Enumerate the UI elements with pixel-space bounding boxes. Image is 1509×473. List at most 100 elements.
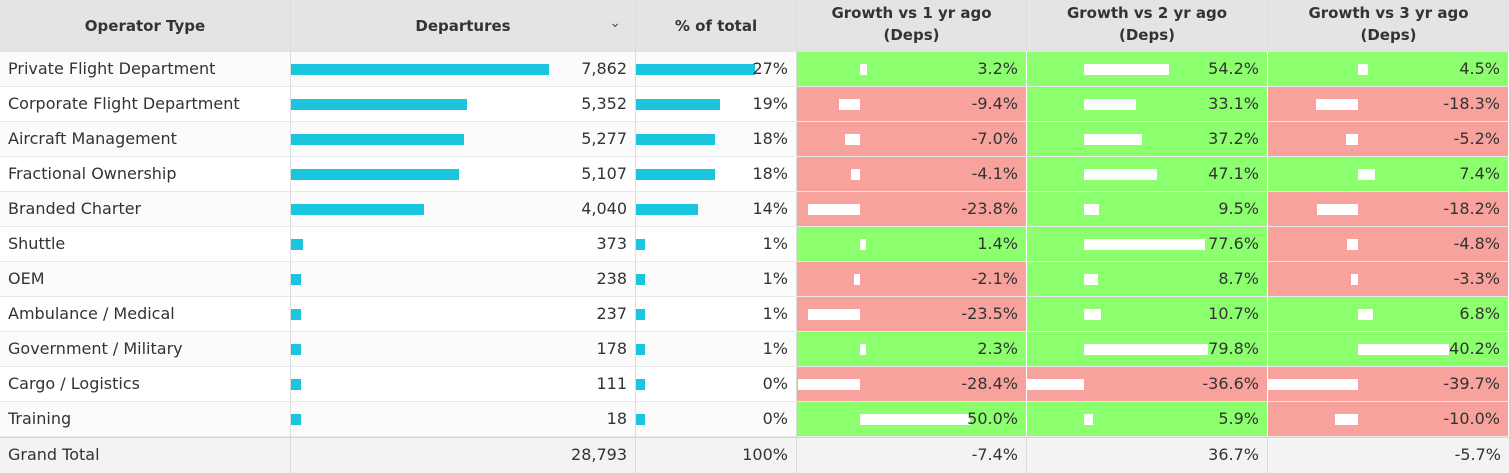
departures-bar [291,99,467,110]
growth-g2-value: 10.7% [1208,304,1259,323]
departures-value: 5,352 [581,94,627,113]
header-growth-3yr-sub: (Deps) [1360,26,1417,44]
growth-g1-bar [808,309,860,320]
growth-g2-bar [1084,239,1206,250]
table-row[interactable]: Shuttle 373 1% 1.4% 77.6% -4.8% [0,227,1509,262]
header-growth-3yr[interactable]: Growth vs 3 yr ago (Deps) [1268,0,1509,52]
pct-total-cell: 0% [636,367,797,401]
pct-total-bar [636,64,755,75]
table-row[interactable]: Corporate Flight Department 5,352 19% -9.4%… [0,87,1509,122]
growth-g3-bar [1316,204,1358,215]
table-row[interactable]: Branded Charter 4,040 14% -23.8% 9.5% -18.2% [0,192,1509,227]
header-departures[interactable]: Departures ⌄ [291,0,636,52]
departures-bar [291,64,549,75]
growth-g3-cell: 6.8% [1268,297,1509,331]
total-pct-cell: 100% [636,438,797,473]
operator-type-cell: Ambulance / Medical [0,297,291,331]
growth-g3-bar [1316,99,1358,110]
growth-g2-cell: 5.9% [1027,402,1268,436]
departures-value: 5,107 [581,164,627,183]
growth-g2-bar [1084,414,1094,425]
growth-g1-bar [860,414,970,425]
growth-g3-cell: -5.2% [1268,122,1509,156]
growth-g3-bar [1358,64,1369,75]
growth-g3-value: -18.2% [1443,199,1500,218]
header-operator-type-label: Operator Type [84,17,206,35]
growth-g2-bar [1084,134,1143,145]
header-pct-total[interactable]: % of total [636,0,797,52]
departures-bar [291,204,424,215]
pct-total-cell: 1% [636,227,797,261]
operator-type-cell: Branded Charter [0,192,291,226]
pct-total-bar [636,169,716,180]
table-row[interactable]: Fractional Ownership 5,107 18% -4.1% 47.1% 7.… [0,157,1509,192]
departures-cell: 18 [291,402,636,436]
pct-total-cell: 18% [636,122,797,156]
departures-cell: 7,862 [291,52,636,86]
table-row[interactable]: Aircraft Management 5,277 18% -7.0% 37.2% -5.… [0,122,1509,157]
growth-g1-value: 1.4% [977,234,1018,253]
growth-g2-bar [1026,379,1084,390]
header-operator-type[interactable]: Operator Type [0,0,291,52]
table-row[interactable]: Government / Military 178 1% 2.3% 79.8% 40.2% [0,332,1509,367]
pct-total-value: 18% [752,164,788,183]
growth-g3-cell: -10.0% [1268,402,1509,436]
table-row[interactable]: Private Flight Department 7,862 27% 3.2% 54.… [0,52,1509,87]
growth-g2-cell: 9.5% [1027,192,1268,226]
pct-total-bar [636,99,720,110]
departures-value: 373 [596,234,627,253]
growth-g1-value: -2.1% [971,269,1018,288]
growth-g3-value: 4.5% [1459,59,1500,78]
operator-type-label: Government / Military [8,339,183,358]
growth-g3-value: -10.0% [1443,409,1500,428]
growth-g3-cell: 7.4% [1268,157,1509,191]
table-row[interactable]: Cargo / Logistics 111 0% -28.4% -36.6% -39.7% [0,367,1509,402]
growth-g2-bar [1084,64,1169,75]
operator-type-cell: Shuttle [0,227,291,261]
departures-bar [291,239,304,250]
growth-g2-cell: 10.7% [1027,297,1268,331]
growth-g2-bar [1084,99,1136,110]
total-growth-2yr-cell: 36.7% [1027,438,1268,473]
table-row[interactable]: OEM 238 1% -2.1% 8.7% -3.3% [0,262,1509,297]
grand-total-row: Grand Total 28,793 100% -7.4% 36.7% -5.7… [0,437,1509,473]
pct-total-value: 1% [762,304,788,323]
growth-g2-cell: 79.8% [1027,332,1268,366]
growth-g2-cell: 37.2% [1027,122,1268,156]
growth-g3-bar [1335,414,1358,425]
table-row[interactable]: Training 18 0% 50.0% 5.9% -10.0% [0,402,1509,437]
growth-g2-bar [1084,204,1099,215]
header-departures-label: Departures [415,17,511,35]
pct-total-bar [636,239,645,250]
sort-descending-icon[interactable]: ⌄ [609,15,621,31]
growth-g2-value: 33.1% [1208,94,1259,113]
growth-g3-cell: 4.5% [1268,52,1509,86]
growth-g2-cell: 33.1% [1027,87,1268,121]
growth-g1-bar [807,204,860,215]
header-growth-1yr[interactable]: Growth vs 1 yr ago (Deps) [797,0,1027,52]
growth-g1-cell: -7.0% [797,122,1027,156]
departures-bar [291,379,301,390]
header-growth-2yr[interactable]: Growth vs 2 yr ago (Deps) [1027,0,1268,52]
growth-g1-cell: 2.3% [797,332,1027,366]
operator-type-cell: Private Flight Department [0,52,291,86]
growth-g3-value: -18.3% [1443,94,1500,113]
table-row[interactable]: Ambulance / Medical 237 1% -23.5% 10.7% 6.8% [0,297,1509,332]
departures-bar [291,134,465,145]
departures-value: 7,862 [581,59,627,78]
departures-bar [291,274,301,285]
growth-g3-cell: -4.8% [1268,227,1509,261]
growth-g3-value: -5.2% [1453,129,1500,148]
operator-type-label: Cargo / Logistics [8,374,140,393]
pct-total-cell: 0% [636,402,797,436]
growth-g2-value: 54.2% [1208,59,1259,78]
growth-g1-value: 2.3% [977,339,1018,358]
growth-g1-cell: -28.4% [797,367,1027,401]
growth-g1-cell: -9.4% [797,87,1027,121]
pct-total-bar [636,274,645,285]
total-growth-2yr: 36.7% [1208,445,1259,464]
pct-total-cell: 19% [636,87,797,121]
growth-g2-cell: 47.1% [1027,157,1268,191]
growth-g2-value: 9.5% [1218,199,1259,218]
growth-g1-value: -7.0% [971,129,1018,148]
